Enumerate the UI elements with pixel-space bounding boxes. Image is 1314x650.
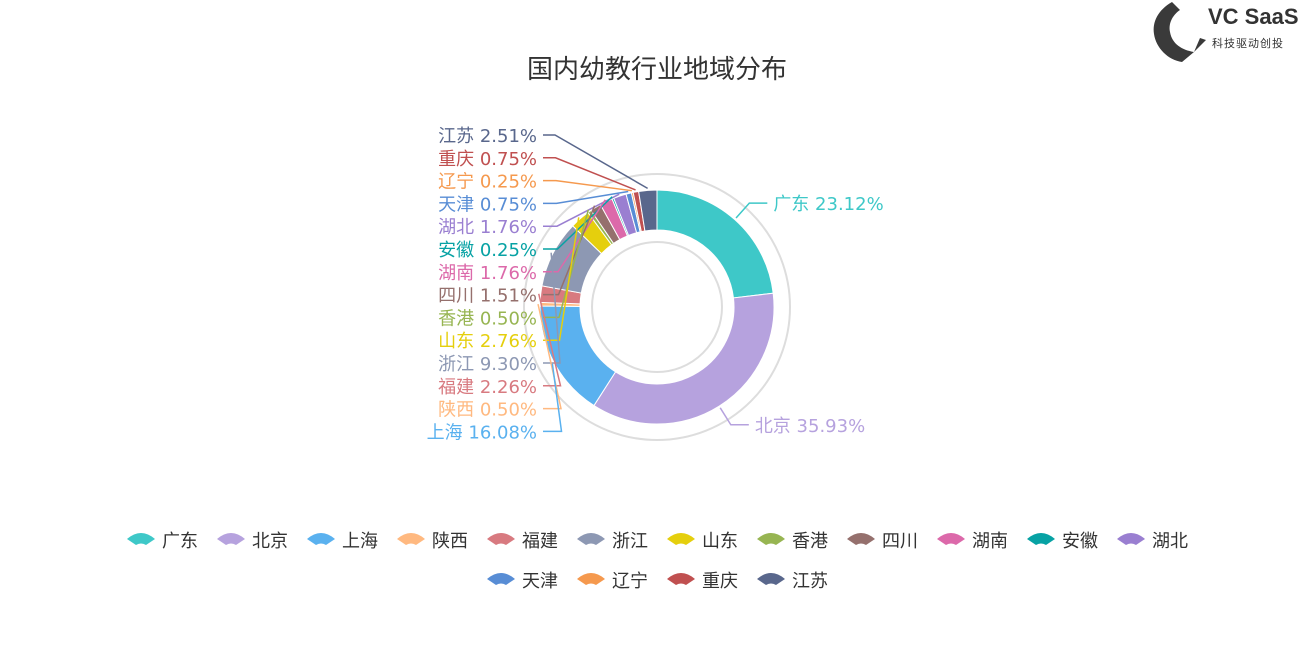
legend-fan-icon	[847, 533, 875, 545]
slice-label-e5b1b1e4b89c: 山东 2.76%	[438, 331, 537, 352]
legend-fan-icon	[937, 533, 965, 545]
leader-line-e9878de5ba86	[543, 157, 636, 191]
legend-label: 香港	[792, 531, 828, 552]
legend-label: 福建	[522, 531, 558, 552]
slice-label-e9a699e6b8af: 香港 0.50%	[438, 308, 537, 329]
slice-label-e4b88ae6b5b7: 上海 16.08%	[427, 422, 537, 443]
legend-fan-icon	[127, 533, 155, 545]
legend-fan-icon	[1117, 533, 1145, 545]
leader-line-e5a4a9e6b4a5	[543, 190, 629, 205]
legend-item-e5b1b1e4b89c[interactable]: 山东	[666, 520, 738, 560]
legend-label: 重庆	[702, 571, 738, 592]
legend-fan-icon	[217, 533, 245, 545]
legend-label: 北京	[252, 531, 288, 552]
slice-label-e6b19fe88b8f: 江苏 2.51%	[438, 126, 537, 147]
legend-item-e99995e8a5bf[interactable]: 陕西	[396, 520, 468, 560]
legend-fan-icon	[1027, 533, 1055, 545]
slice-label-e8bebde5ae81: 辽宁 0.25%	[438, 172, 537, 193]
legend-fan-icon	[667, 533, 695, 545]
leader-line-e58c97e4baac	[719, 407, 749, 426]
legend-item-e6b996e58d97[interactable]: 湖南	[936, 520, 1008, 560]
slice-label-e99995e8a5bf: 陕西 0.50%	[438, 400, 537, 421]
slice-label-e5ae89e5bebd: 安徽 0.25%	[438, 240, 537, 261]
legend-item-e6b19fe88b8f[interactable]: 江苏	[756, 560, 828, 600]
outer-ring	[523, 173, 791, 441]
legend-fan-icon	[577, 573, 605, 585]
slice-e6b19fe88b8f[interactable]	[638, 189, 658, 232]
slice-e58c97e4baac[interactable]	[593, 292, 775, 425]
legend-label: 浙江	[612, 531, 648, 552]
legend-item-e7a68fe5bbba[interactable]: 福建	[486, 520, 558, 560]
leader-line-e6b19fe88b8f	[543, 134, 648, 190]
legend-item-e59b9be5b79d[interactable]: 四川	[846, 520, 918, 560]
slice-label-e6b996e58c97: 湖北 1.76%	[438, 217, 537, 238]
legend-label: 安徽	[1062, 531, 1098, 552]
leader-line-e4b88ae6b5b7	[543, 363, 563, 433]
slice-label-e58c97e4baac: 北京 35.93%	[755, 416, 865, 437]
leader-line-e6b996e58c97	[543, 193, 620, 227]
legend-item-e5ae89e5bebd[interactable]: 安徽	[1026, 520, 1098, 560]
slice-label-e59b9be5b79d: 四川 1.51%	[438, 286, 537, 307]
slice-label-e9878de5ba86: 重庆 0.75%	[438, 149, 537, 170]
legend-item-e5b9bfe4b89c[interactable]: 广东	[126, 520, 198, 560]
slice-label-e6b996e58d97: 湖南 1.76%	[438, 263, 537, 284]
chart-title: 国内幼教行业地域分布	[527, 55, 787, 85]
slice-labels: 广东 23.12% 北京 35.93% 江苏 2.51%重庆 0.75%辽宁 0.2…	[427, 126, 884, 443]
legend-item-e5a4a9e6b4a5[interactable]: 天津	[486, 560, 558, 600]
legend-label: 山东	[702, 531, 738, 552]
legend-label: 广东	[162, 531, 198, 552]
legend-fan-icon	[487, 573, 515, 585]
legend-item-e9a699e6b8af[interactable]: 香港	[756, 520, 828, 560]
legend-fan-icon	[577, 533, 605, 545]
legend-fan-icon	[487, 533, 515, 545]
leader-line-e9a699e6b8af	[543, 209, 590, 319]
legend-item-e6b996e58c97[interactable]: 湖北	[1116, 520, 1188, 560]
legend-fan-icon	[757, 573, 785, 585]
leader-line-e59b9be5b79d	[543, 205, 596, 296]
slice-label-e7a68fe5bbba: 福建 2.26%	[438, 377, 537, 398]
leader-line-e99995e8a5bf	[537, 303, 562, 410]
inner-ring	[591, 241, 723, 373]
leader-line-e6b599e6b19f	[543, 252, 561, 364]
legend: 广东 北京 上海 陕西 福建 浙江 山东 香港 四川 湖南 安徽 湖北天津 辽宁 重庆 江苏	[0, 520, 1314, 600]
legend-item-e4b88ae6b5b7[interactable]: 上海	[306, 520, 378, 560]
legend-label: 辽宁	[612, 571, 648, 592]
legend-label: 陕西	[432, 531, 468, 552]
logo-title: VC SaaS	[1208, 4, 1299, 29]
legend-label: 上海	[342, 531, 378, 552]
legend-fan-icon	[757, 533, 785, 545]
leader-lines	[537, 134, 768, 433]
leader-line-e5b1b1e4b89c	[543, 217, 580, 341]
leader-line-e6b996e58d97	[543, 199, 606, 273]
legend-label: 湖南	[972, 531, 1008, 552]
legend-item-e8bebde5ae81[interactable]: 辽宁	[576, 560, 648, 600]
legend-label: 四川	[882, 531, 918, 552]
legend-fan-icon	[667, 573, 695, 585]
legend-label: 湖北	[1152, 531, 1188, 552]
legend-item-e58c97e4baac[interactable]: 北京	[216, 520, 288, 560]
leader-line-e8bebde5ae81	[543, 179, 632, 192]
logo: VC SaaS 科技驱动创投	[1150, 0, 1314, 64]
legend-label: 天津	[522, 571, 558, 592]
legend-item-e9878de5ba86[interactable]: 重庆	[666, 560, 738, 600]
leader-line-e5ae89e5bebd	[543, 196, 613, 250]
legend-fan-icon	[307, 533, 335, 545]
logo-mark-icon	[1153, 2, 1206, 62]
slice-label-e6b599e6b19f: 浙江 9.30%	[438, 354, 537, 375]
legend-row: 天津 辽宁 重庆 江苏	[0, 560, 1314, 600]
logo-tagline: 科技驱动创投	[1212, 37, 1284, 50]
leader-line-e5b9bfe4b89c	[735, 202, 768, 219]
leader-line-e7a68fe5bbba	[538, 293, 562, 387]
slice-label-e5a4a9e6b4a5: 天津 0.75%	[438, 194, 537, 215]
legend-label: 江苏	[792, 571, 828, 592]
legend-row: 广东 北京 上海 陕西 福建 浙江 山东 香港 四川 湖南 安徽 湖北	[0, 520, 1314, 560]
slice-label-e5b9bfe4b89c: 广东 23.12%	[773, 194, 883, 215]
legend-fan-icon	[397, 533, 425, 545]
legend-item-e6b599e6b19f[interactable]: 浙江	[576, 520, 648, 560]
slices	[539, 189, 775, 425]
